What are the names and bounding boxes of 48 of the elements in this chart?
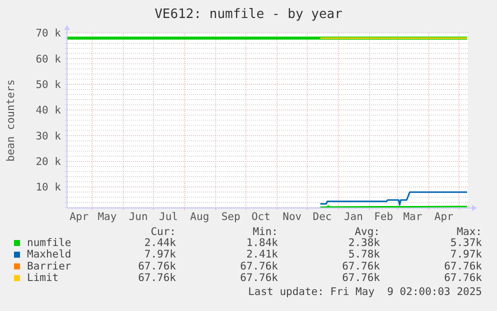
text: 67.76k — [444, 260, 483, 272]
text: 2.44k — [144, 237, 177, 249]
text: Max: — [456, 226, 482, 238]
x-tick-label: Jan — [344, 211, 363, 223]
y-tick-label: 10 k — [36, 182, 62, 194]
y-tick-label: 30 k — [36, 130, 62, 142]
text: 67.76k — [240, 260, 279, 272]
text: 1.84k — [246, 237, 279, 249]
text: Avg: — [354, 226, 380, 238]
text: 5.78k — [348, 248, 381, 261]
text: 67.76k — [342, 260, 381, 272]
y-tick-label: 60 k — [36, 53, 62, 66]
x-tick-label: Apr — [434, 211, 454, 223]
text: 67.76k — [138, 272, 177, 284]
x-tick-label: Sep — [221, 211, 240, 223]
line-series — [320, 191, 468, 206]
x-tick-label: Jul — [159, 211, 178, 223]
y-tick-label: 40 k — [36, 104, 62, 117]
text: 67.76k — [342, 272, 381, 284]
x-tick-label: Feb — [374, 211, 394, 223]
y-tick-label: 70 k — [36, 28, 62, 40]
y-tick-label: 50 k — [36, 78, 62, 91]
y-axis-title: bean counters — [5, 79, 17, 162]
text: 67.76k — [240, 272, 279, 284]
x-tick-label: Jun — [128, 211, 148, 223]
text: 2.38k — [348, 237, 381, 249]
legend-label: Barrier — [27, 260, 72, 272]
x-tick-label: Dec — [312, 211, 332, 223]
x-tick-label: Nov — [282, 211, 302, 223]
chart-title: VE612: numfile - by year — [154, 7, 343, 22]
legend-label: Maxheld — [27, 248, 72, 261]
x-tick-label: Oct — [251, 211, 270, 223]
legend-label: numfile — [27, 237, 72, 249]
text: 5.37k — [450, 237, 483, 249]
text: 2.41k — [246, 248, 279, 261]
y-tick-label: 20 k — [36, 156, 62, 168]
x-tick-label: Apr — [70, 211, 89, 223]
text: 7.97k — [450, 248, 483, 261]
x-tick-label: Aug — [190, 211, 210, 223]
text: Last update: Fri May 9 02:00:03 2025 — [248, 286, 482, 298]
text: 67.76k — [138, 260, 177, 272]
text: Cur: — [150, 226, 176, 238]
text: Min: — [252, 226, 278, 238]
text: 67.76k — [444, 272, 483, 284]
x-tick-label: Mar — [403, 211, 422, 223]
text: 7.97k — [144, 248, 177, 261]
legend-label: Limit — [27, 272, 59, 284]
x-tick-label: May — [98, 211, 117, 223]
